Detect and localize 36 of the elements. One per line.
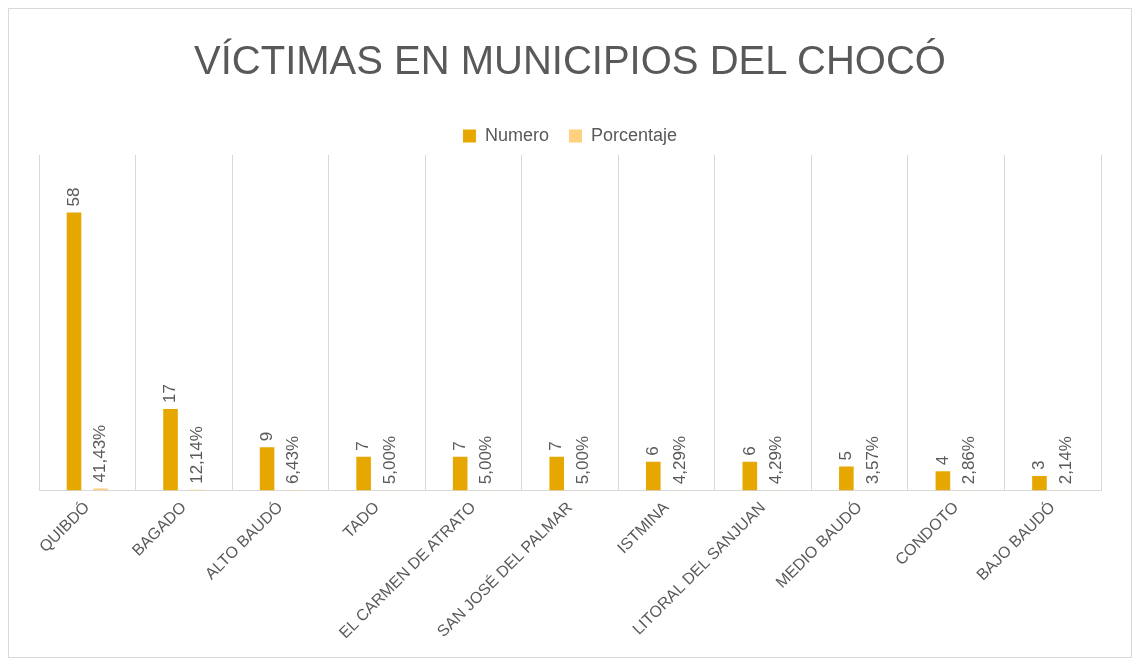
data-label: 4 (932, 455, 952, 466)
data-label: 5,00% (379, 435, 399, 485)
bar (1032, 476, 1047, 491)
data-label: 6 (642, 446, 662, 456)
chart-title: VÍCTIMAS EN MUNICIPIOS DEL CHOCÓ (194, 38, 946, 83)
bar (549, 456, 565, 491)
data-label: 7 (449, 441, 469, 451)
data-label: 4,29% (669, 436, 689, 485)
data-label: 58 (63, 187, 83, 207)
data-label: 6,43% (283, 435, 303, 485)
data-label: 17 (160, 384, 180, 403)
bar (935, 471, 951, 491)
data-label: 3 (1029, 460, 1049, 471)
data-label: 41,43% (90, 424, 110, 483)
data-label: 5 (836, 450, 856, 461)
data-label: 2,86% (959, 436, 979, 485)
legend-label: Porcentaje (590, 124, 678, 145)
bar (742, 461, 758, 491)
data-label: 6 (739, 446, 759, 456)
data-label: 2,14% (1055, 436, 1075, 485)
bar (839, 466, 854, 491)
data-label: 5,00% (572, 435, 592, 485)
bar (163, 408, 178, 491)
data-label: 4,29% (766, 436, 786, 485)
data-label: 7 (546, 441, 566, 451)
bar (356, 456, 371, 491)
bar (645, 461, 661, 491)
legend-label: Numero (484, 124, 549, 145)
bar (259, 447, 275, 491)
data-label: 5,00% (476, 435, 496, 485)
bar (66, 212, 82, 491)
data-label: 12,14% (186, 426, 206, 484)
data-label: 7 (353, 441, 373, 451)
data-label: 9 (256, 431, 276, 442)
data-label: 3,57% (862, 436, 882, 485)
bar (452, 456, 468, 491)
